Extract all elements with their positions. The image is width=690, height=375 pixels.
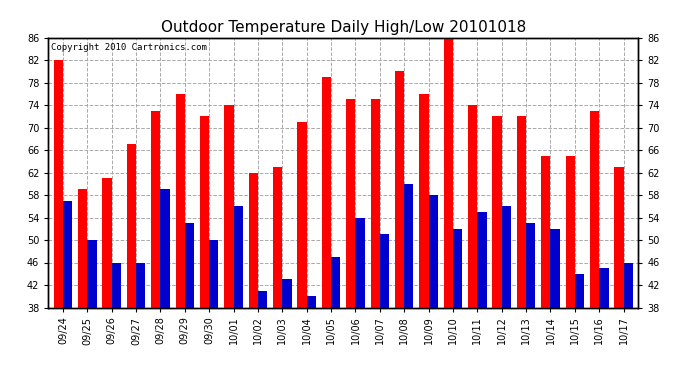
Bar bbox=[551, 229, 560, 375]
Bar bbox=[78, 189, 88, 375]
Title: Outdoor Temperature Daily High/Low 20101018: Outdoor Temperature Daily High/Low 20101… bbox=[161, 20, 526, 35]
Bar bbox=[371, 99, 380, 375]
Bar bbox=[453, 229, 462, 375]
Text: Copyright 2010 Cartronics.com: Copyright 2010 Cartronics.com bbox=[51, 43, 207, 52]
Bar bbox=[444, 38, 453, 375]
Bar bbox=[88, 240, 97, 375]
Bar bbox=[477, 212, 486, 375]
Bar bbox=[502, 206, 511, 375]
Bar bbox=[258, 291, 267, 375]
Bar bbox=[209, 240, 219, 375]
Bar bbox=[395, 71, 404, 375]
Bar bbox=[614, 167, 624, 375]
Bar bbox=[248, 172, 258, 375]
Bar bbox=[355, 217, 365, 375]
Bar bbox=[517, 116, 526, 375]
Bar bbox=[54, 60, 63, 375]
Bar bbox=[428, 195, 438, 375]
Bar bbox=[185, 223, 194, 375]
Bar bbox=[493, 116, 502, 375]
Bar bbox=[273, 167, 282, 375]
Bar bbox=[161, 189, 170, 375]
Bar bbox=[541, 156, 551, 375]
Bar bbox=[112, 262, 121, 375]
Bar bbox=[526, 223, 535, 375]
Bar bbox=[346, 99, 355, 375]
Bar bbox=[590, 111, 599, 375]
Bar bbox=[297, 122, 307, 375]
Bar bbox=[420, 94, 428, 375]
Bar bbox=[151, 111, 161, 375]
Bar bbox=[468, 105, 477, 375]
Bar bbox=[575, 274, 584, 375]
Bar bbox=[599, 268, 609, 375]
Bar bbox=[175, 94, 185, 375]
Bar bbox=[102, 178, 112, 375]
Bar bbox=[307, 296, 316, 375]
Bar bbox=[127, 144, 136, 375]
Bar bbox=[234, 206, 243, 375]
Bar bbox=[566, 156, 575, 375]
Bar bbox=[331, 257, 340, 375]
Bar bbox=[224, 105, 234, 375]
Bar bbox=[200, 116, 209, 375]
Bar bbox=[404, 184, 413, 375]
Bar bbox=[136, 262, 146, 375]
Bar bbox=[282, 279, 292, 375]
Bar bbox=[380, 234, 389, 375]
Bar bbox=[63, 201, 72, 375]
Bar bbox=[322, 77, 331, 375]
Bar bbox=[624, 262, 633, 375]
